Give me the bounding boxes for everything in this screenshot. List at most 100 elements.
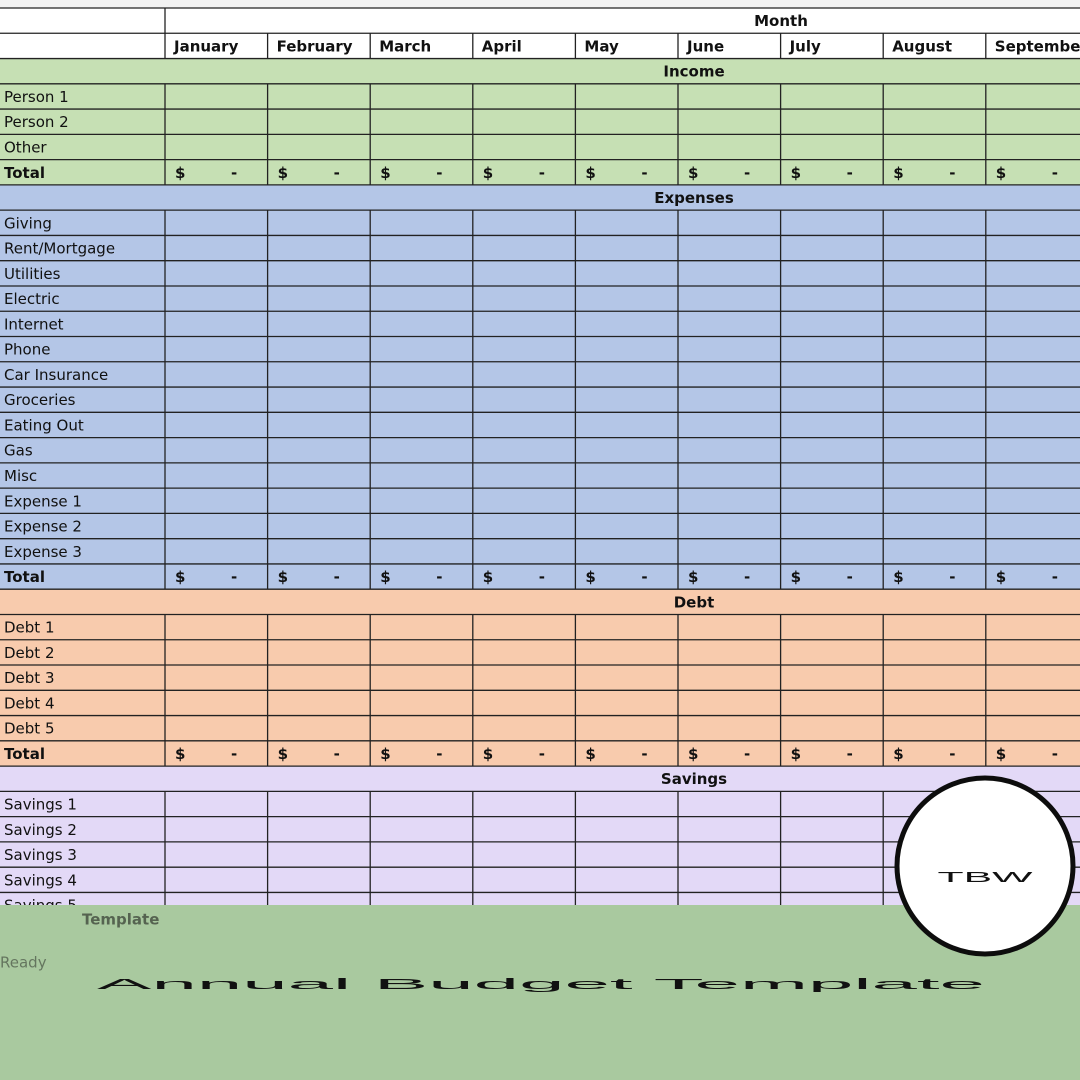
total-currency: $	[791, 745, 801, 763]
month-label: July	[789, 37, 821, 55]
spreadsheet: Month January February March April May June Jul…	[0, 0, 1080, 919]
total-currency: $	[585, 745, 595, 763]
section-title: Savings	[661, 770, 727, 788]
total-value: -	[334, 164, 340, 182]
total-currency: $	[996, 164, 1006, 182]
total-value: -	[641, 164, 647, 182]
total-value: -	[847, 568, 853, 586]
total-value: -	[1052, 745, 1058, 763]
row-label: Debt 2	[4, 644, 55, 662]
status-text: Ready	[0, 954, 47, 972]
total-currency: $	[996, 745, 1006, 763]
total-label: Total	[4, 164, 45, 182]
total-value: -	[1052, 164, 1058, 182]
row-label: Other	[4, 138, 47, 156]
total-currency: $	[893, 568, 903, 586]
total-value: -	[231, 164, 237, 182]
month-label: May	[584, 37, 619, 55]
section-title: Expenses	[654, 189, 734, 207]
total-value: -	[641, 745, 647, 763]
row-label: Groceries	[4, 391, 76, 409]
row-label: Gas	[4, 442, 33, 460]
total-currency: $	[175, 568, 185, 586]
total-label: Total	[4, 745, 45, 763]
total-currency: $	[278, 745, 288, 763]
month-label: February	[277, 37, 353, 55]
total-value: -	[231, 745, 237, 763]
total-value: -	[949, 745, 955, 763]
sheet-tab: Template	[82, 911, 159, 929]
total-currency: $	[585, 164, 595, 182]
total-value: -	[641, 568, 647, 586]
row-label: Internet	[4, 315, 64, 333]
total-value: -	[539, 745, 545, 763]
row-label: Utilities	[4, 265, 61, 283]
row-label: Debt 3	[4, 669, 55, 687]
total-currency: $	[688, 568, 698, 586]
total-currency: $	[996, 568, 1006, 586]
total-value: -	[847, 164, 853, 182]
total-currency: $	[278, 568, 288, 586]
month-header: Month	[754, 12, 808, 30]
total-currency: $	[688, 164, 698, 182]
row-label: Debt 5	[4, 720, 55, 738]
total-value: -	[436, 568, 442, 586]
total-currency: $	[380, 164, 390, 182]
total-value: -	[744, 745, 750, 763]
section-bg	[0, 58, 1080, 185]
total-currency: $	[380, 568, 390, 586]
row-label: Misc	[4, 467, 37, 485]
total-currency: $	[585, 568, 595, 586]
month-label: January	[173, 37, 239, 55]
total-currency: $	[893, 745, 903, 763]
header-strip	[0, 0, 1080, 8]
total-currency: $	[688, 745, 698, 763]
row-label: Person 2	[4, 113, 69, 131]
row-label: Savings 4	[4, 871, 77, 889]
total-value: -	[1052, 568, 1058, 586]
total-value: -	[334, 568, 340, 586]
row-label: Expense 3	[4, 543, 82, 561]
row-label: Expense 1	[4, 492, 82, 510]
total-currency: $	[380, 745, 390, 763]
row-label: Eating Out	[4, 416, 84, 434]
total-currency: $	[791, 568, 801, 586]
month-label: August	[892, 37, 952, 55]
row-label: Person 1	[4, 88, 69, 106]
row-label: Expense 2	[4, 518, 82, 536]
total-label: Total	[4, 568, 45, 586]
total-value: -	[744, 568, 750, 586]
total-value: -	[436, 745, 442, 763]
total-value: -	[847, 745, 853, 763]
month-label: March	[379, 37, 431, 55]
row-label: Savings 2	[4, 821, 77, 839]
month-label: April	[482, 37, 522, 55]
total-currency: $	[483, 745, 493, 763]
total-currency: $	[893, 164, 903, 182]
banner-title: Annual Budget Template	[97, 976, 985, 993]
total-currency: $	[483, 164, 493, 182]
total-value: -	[539, 568, 545, 586]
total-value: -	[231, 568, 237, 586]
row-label: Debt 1	[4, 619, 55, 637]
total-currency: $	[483, 568, 493, 586]
banner	[0, 905, 1080, 1080]
month-label: September	[995, 37, 1080, 55]
total-currency: $	[278, 164, 288, 182]
month-label: June	[686, 37, 724, 55]
row-label: Phone	[4, 341, 50, 359]
section-bg	[0, 589, 1080, 767]
row-label: Savings 3	[4, 846, 77, 864]
total-value: -	[744, 164, 750, 182]
badge-text: TBW	[938, 869, 1035, 886]
total-value: -	[539, 164, 545, 182]
total-currency: $	[175, 164, 185, 182]
total-value: -	[334, 745, 340, 763]
row-label: Car Insurance	[4, 366, 108, 384]
row-label: Savings 1	[4, 796, 77, 814]
badge	[894, 775, 1076, 957]
row-label: Debt 4	[4, 694, 55, 712]
total-value: -	[949, 568, 955, 586]
row-label: Electric	[4, 290, 60, 308]
